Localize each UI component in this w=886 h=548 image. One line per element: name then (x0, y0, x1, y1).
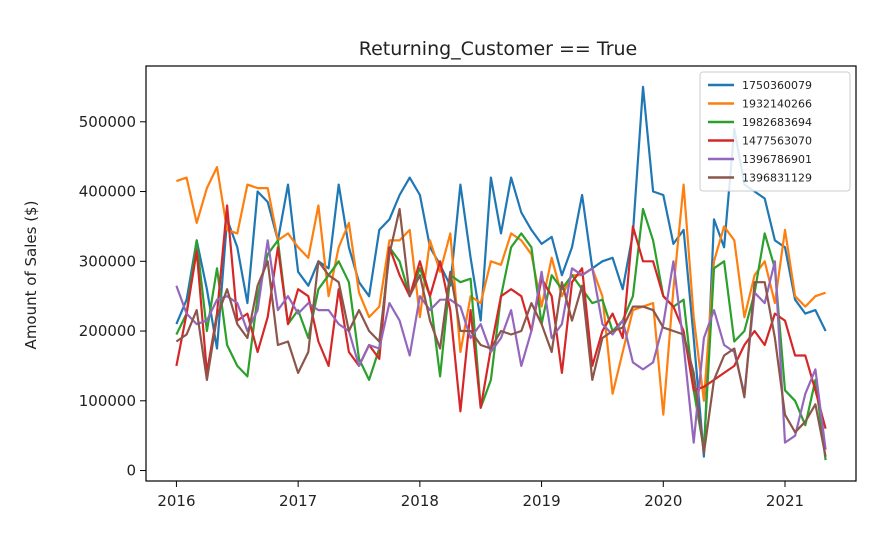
legend-label: 1750360079 (742, 79, 812, 92)
legend-box (699, 71, 851, 192)
x-tick-label: 2017 (279, 492, 317, 510)
series-line-1750360079 (175, 85, 827, 458)
legend-label: 1477563070 (742, 135, 812, 148)
plot-frame (145, 65, 857, 482)
series-line-1477563070 (175, 204, 827, 429)
y-tick-label: 200000 (79, 322, 136, 340)
legend-label: 1396831129 (742, 172, 812, 185)
legend-label: 1932140266 (742, 98, 812, 111)
series-line-1396786901 (175, 239, 827, 450)
x-axis: 2016 2017 2018 2019 2020 2021 (157, 481, 804, 510)
legend: 1750360079 1932140266 1982683694 1477563070… (699, 71, 851, 192)
y-tick-label: 500000 (79, 113, 136, 131)
y-tick-label: 400000 (79, 183, 136, 201)
x-tick-label: 2021 (766, 492, 804, 510)
y-tick-label: 300000 (79, 252, 136, 270)
series-line-1396831129 (175, 207, 827, 457)
series-line-1932140266 (176, 166, 826, 416)
legend-label: 1982683694 (742, 116, 812, 129)
y-axis: 0 100000 200000 300000 400000 500000 (79, 113, 146, 480)
legend-label: 1396786901 (742, 153, 812, 166)
x-tick-label: 2019 (522, 492, 560, 510)
y-tick-label: 0 (126, 462, 136, 480)
x-tick-label: 2020 (644, 492, 682, 510)
series-lines (175, 85, 827, 461)
chart-title: Returning_Customer == True (359, 38, 638, 60)
series-line-1982683694 (175, 207, 827, 461)
x-tick-label: 2018 (401, 492, 439, 510)
x-tick-label: 2016 (157, 492, 195, 510)
y-axis-label: Amount of Sales ($) (22, 201, 40, 350)
y-tick-label: 100000 (79, 392, 136, 410)
